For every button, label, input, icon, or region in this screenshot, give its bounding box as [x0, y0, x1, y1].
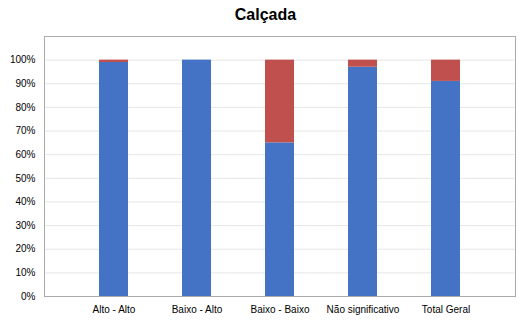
svg-text:Alto - Alto: Alto - Alto — [93, 304, 136, 315]
svg-text:Baixo - Alto: Baixo - Alto — [172, 304, 223, 315]
svg-text:40%: 40% — [15, 196, 35, 207]
svg-text:Não significativo: Não significativo — [327, 304, 400, 315]
svg-text:20%: 20% — [15, 243, 35, 254]
html-text:Calçada: Calçada — [234, 6, 297, 23]
svg-text:30%: 30% — [15, 220, 35, 231]
svg-text:70%: 70% — [15, 125, 35, 136]
svg-text:Total Geral: Total Geral — [422, 304, 470, 315]
svg-text:10%: 10% — [15, 267, 35, 278]
svg-text:60%: 60% — [15, 149, 35, 160]
svg-text:Baixo - Baixo: Baixo - Baixo — [251, 304, 310, 315]
svg-text:100%: 100% — [10, 54, 36, 65]
svg-text:80%: 80% — [15, 102, 35, 113]
svg-text:50%: 50% — [15, 173, 35, 184]
svg-text:90%: 90% — [15, 78, 35, 89]
svg-text:0%: 0% — [21, 291, 36, 302]
